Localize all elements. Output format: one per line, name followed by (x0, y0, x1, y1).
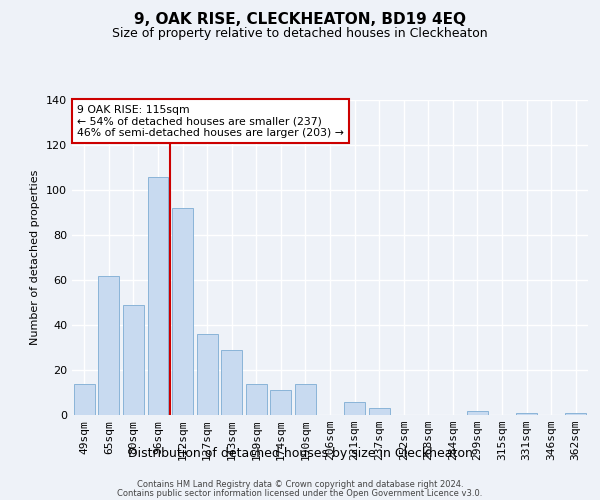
Bar (271, 390, 292, 415)
Text: 9, OAK RISE, CLECKHEATON, BD19 4EQ: 9, OAK RISE, CLECKHEATON, BD19 4EQ (134, 12, 466, 28)
Bar (123, 304, 144, 415)
Bar (197, 334, 218, 415)
Bar (295, 384, 316, 415)
Bar (516, 413, 537, 415)
Bar (368, 408, 389, 415)
Bar (172, 208, 193, 415)
Text: Contains public sector information licensed under the Open Government Licence v3: Contains public sector information licen… (118, 489, 482, 498)
Bar (98, 276, 119, 415)
Bar (221, 350, 242, 415)
Bar (467, 410, 488, 415)
Bar (74, 384, 95, 415)
Bar (344, 402, 365, 415)
Bar (148, 176, 169, 415)
Bar (246, 384, 267, 415)
Text: Contains HM Land Registry data © Crown copyright and database right 2024.: Contains HM Land Registry data © Crown c… (137, 480, 463, 489)
Text: Size of property relative to detached houses in Cleckheaton: Size of property relative to detached ho… (112, 28, 488, 40)
Text: 9 OAK RISE: 115sqm
← 54% of detached houses are smaller (237)
46% of semi-detach: 9 OAK RISE: 115sqm ← 54% of detached hou… (77, 104, 344, 138)
Text: Distribution of detached houses by size in Cleckheaton: Distribution of detached houses by size … (128, 448, 472, 460)
Bar (565, 413, 586, 415)
Y-axis label: Number of detached properties: Number of detached properties (31, 170, 40, 345)
